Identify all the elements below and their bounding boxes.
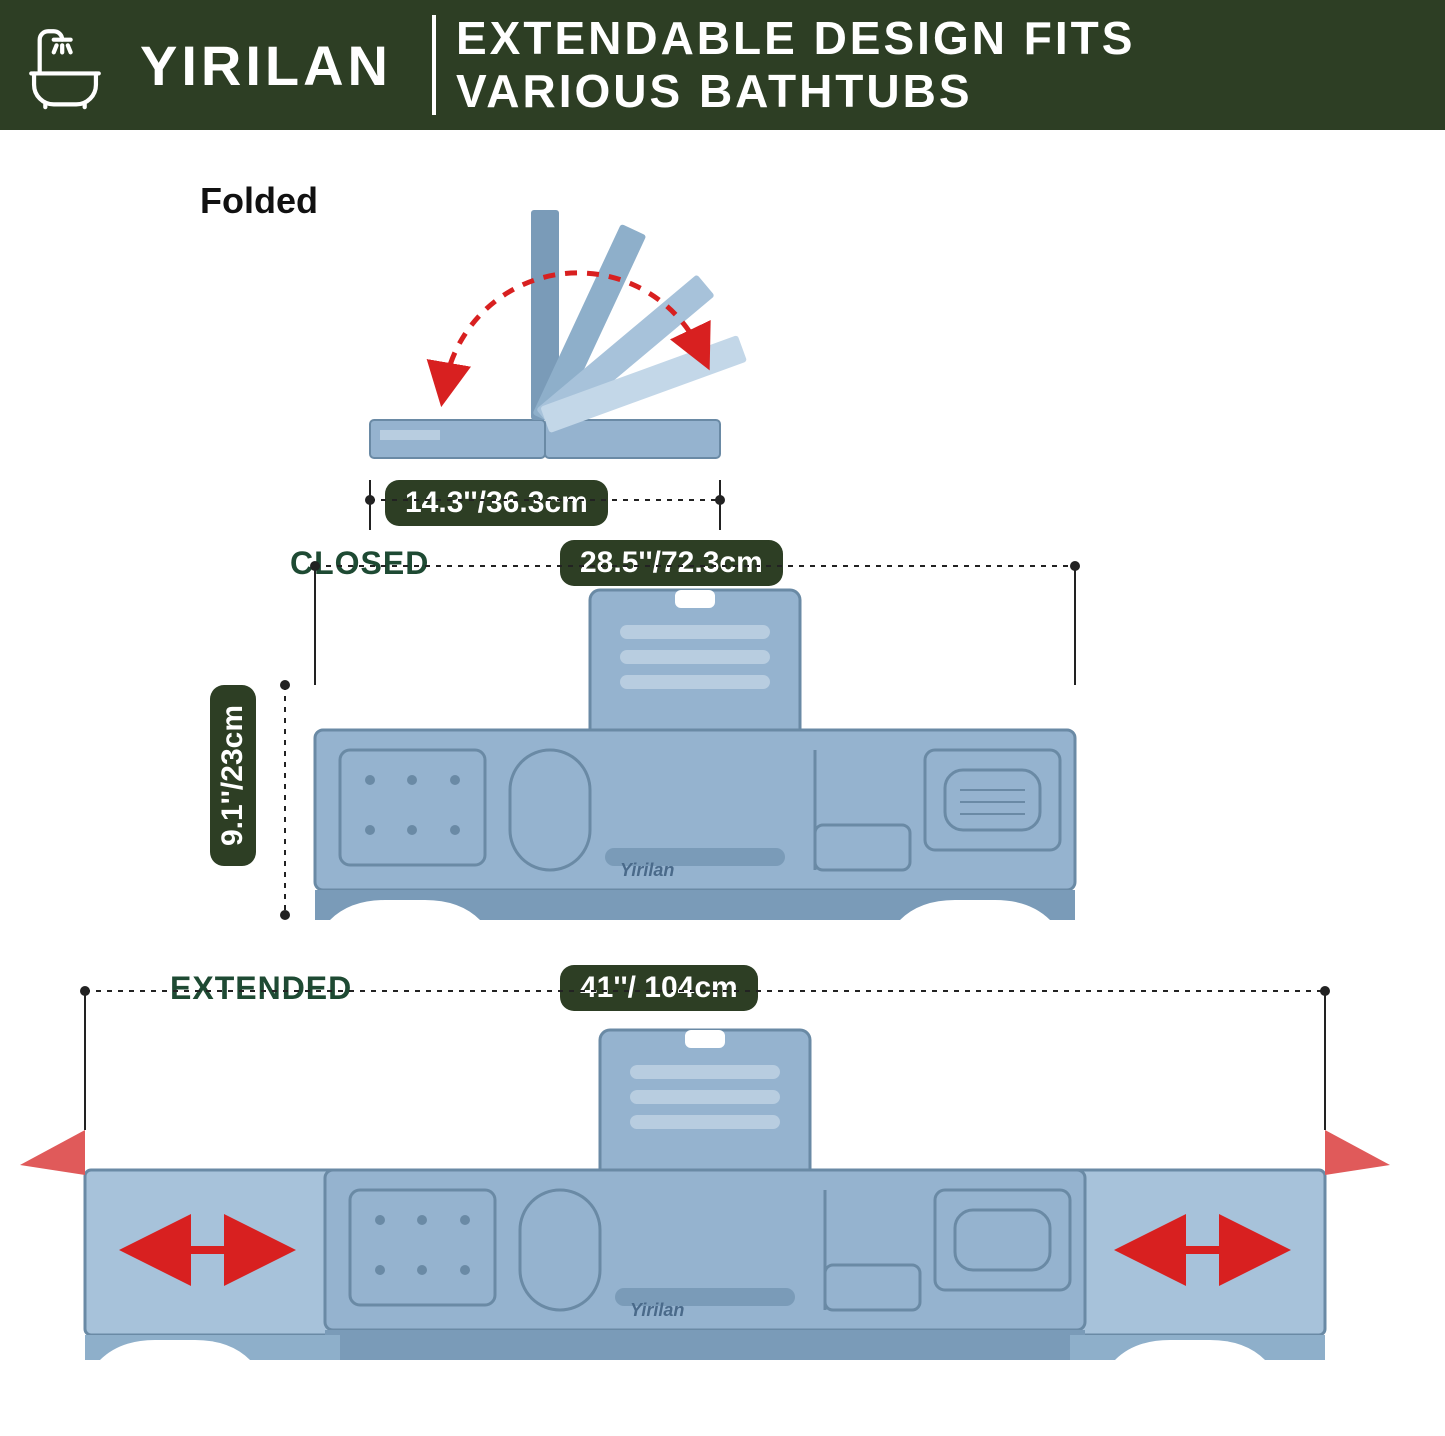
header-bar: YIRILAN EXTENDABLE DESIGN FITS VARIOUS B…: [0, 0, 1445, 130]
tray-brand-closed: Yirilan: [620, 860, 674, 881]
extended-illustration: [20, 991, 1390, 1360]
header-divider: [432, 15, 436, 115]
tray-brand-extended: Yirilan: [630, 1300, 684, 1321]
shower-bathtub-icon: [20, 20, 110, 110]
content-area: Folded CLOSED EXTENDED 14.3''/36.3cm 28.…: [0, 130, 1445, 1436]
dimension-diagram: [0, 130, 1445, 1436]
header-tagline: EXTENDABLE DESIGN FITS VARIOUS BATHTUBS: [456, 12, 1135, 118]
folded-illustration: [370, 210, 747, 530]
brand-text: YIRILAN: [140, 33, 392, 98]
closed-illustration: [285, 566, 1075, 920]
tagline-line-1: EXTENDABLE DESIGN FITS: [456, 12, 1135, 65]
tagline-line-2: VARIOUS BATHTUBS: [456, 65, 1135, 118]
